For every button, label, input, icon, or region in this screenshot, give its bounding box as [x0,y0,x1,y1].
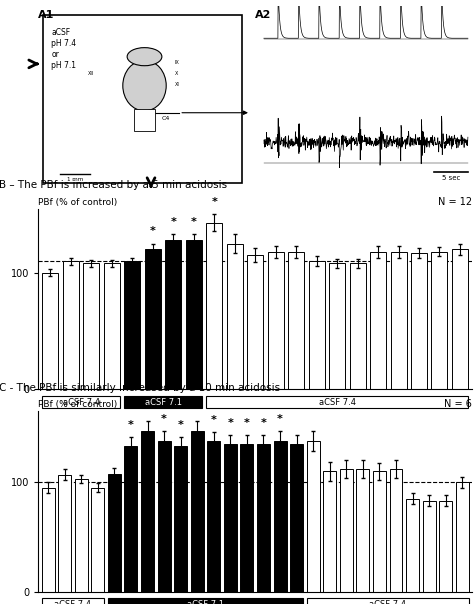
Text: *: * [190,217,196,227]
Text: XII: XII [88,71,94,76]
Bar [267,252,283,390]
Bar [42,273,58,390]
Bar [372,471,385,592]
Bar [306,441,319,592]
Bar [308,261,324,390]
Text: A2: A2 [255,10,271,20]
Bar [133,109,155,131]
Bar [124,446,137,592]
Bar [349,263,365,390]
Bar [206,396,467,408]
Bar [390,252,406,390]
Text: aCSF 7.1: aCSF 7.1 [144,397,181,406]
Text: PBf (% of control): PBf (% of control) [38,400,117,410]
Text: *: * [277,414,282,423]
Bar [226,243,242,390]
Bar [247,255,263,390]
Bar [356,469,368,592]
Bar [339,469,352,592]
Text: aCSF 7.4: aCSF 7.4 [54,600,91,604]
Text: *: * [170,217,176,227]
Bar [289,444,302,592]
Bar [451,249,467,390]
Text: *: * [260,418,266,428]
Bar [288,252,304,390]
Bar [369,252,385,390]
Bar [306,598,468,604]
Text: C - The PBf is similarly increased by a 10 min acidosis: C - The PBf is similarly increased by a … [0,383,279,393]
Ellipse shape [127,48,161,66]
Text: N = 6: N = 6 [444,399,471,410]
Text: aCSF 7.4: aCSF 7.4 [318,397,355,406]
Text: IX: IX [175,60,179,65]
Text: *: * [243,418,249,428]
Text: A1: A1 [38,10,54,20]
Bar [174,446,187,592]
Text: *: * [178,420,183,430]
Text: aCSF
pH 7.4
or
pH 7.1: aCSF pH 7.4 or pH 7.1 [51,28,76,70]
Text: *: * [161,414,167,423]
Bar [124,261,140,390]
Text: 5 sec: 5 sec [441,175,459,181]
Text: *: * [211,197,217,207]
Bar [223,444,236,592]
Bar [323,471,336,592]
Bar [328,263,344,390]
Text: X: X [175,71,178,76]
Bar [108,598,302,604]
Bar [190,431,203,592]
Bar [124,396,201,408]
Text: N = 12: N = 12 [437,197,471,207]
Bar [405,499,418,592]
Bar [91,488,104,592]
Bar [422,501,435,592]
Bar [157,441,170,592]
Text: *: * [194,403,200,414]
Bar [185,240,201,390]
Ellipse shape [122,60,166,111]
Bar [42,396,119,408]
Text: *: * [210,415,216,425]
Bar [240,444,253,592]
Text: XI: XI [175,82,179,86]
Bar [58,475,71,592]
Bar [206,222,222,390]
Bar [41,488,54,592]
Text: aCSF 7.4: aCSF 7.4 [368,600,406,604]
Bar [165,240,181,390]
Bar [145,249,160,390]
Bar [63,261,79,390]
Text: aCSF 7.1: aCSF 7.1 [187,600,224,604]
Bar [141,431,154,592]
Bar [410,253,426,390]
Text: B – The PBf is increased by a 5 min acidosis: B – The PBf is increased by a 5 min acid… [0,181,227,190]
Text: C4: C4 [161,115,170,121]
Bar [104,263,119,390]
Text: *: * [227,418,233,428]
Bar [431,252,446,390]
Bar [75,479,88,592]
Text: *: * [128,420,134,430]
Bar [108,474,120,592]
Bar [455,483,468,592]
Bar [273,441,286,592]
Bar [438,501,451,592]
Text: 1 mm: 1 mm [67,178,83,182]
Text: *: * [149,226,156,236]
Bar [83,263,99,390]
Text: PBf (% of control): PBf (% of control) [38,198,117,207]
Text: *: * [144,403,150,414]
Bar [42,15,242,183]
Bar [41,598,104,604]
Text: aCSF 7.4: aCSF 7.4 [62,397,99,406]
Bar [257,444,269,592]
Bar [207,441,220,592]
Bar [389,469,402,592]
